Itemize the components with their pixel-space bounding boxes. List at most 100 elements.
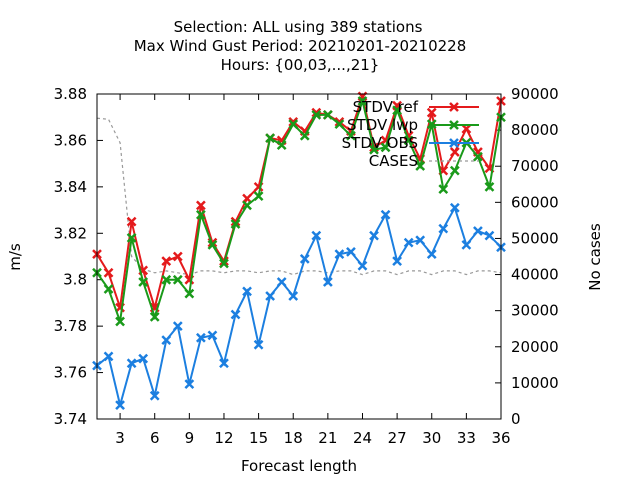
- legend-label: STDV ref: [353, 98, 419, 116]
- data-point: [392, 256, 402, 267]
- data-point: [149, 390, 160, 401]
- data-point: [357, 96, 368, 106]
- y2-axis-label: No cases: [586, 223, 604, 291]
- data-point: [172, 251, 183, 262]
- data-point: [426, 249, 437, 260]
- data-point: [392, 105, 402, 116]
- x-tick-label: 27: [388, 429, 407, 447]
- chart-title-line-2: Max Wind Gust Period: 20210201-20210228: [134, 37, 467, 55]
- data-point: [415, 235, 426, 246]
- y-axis-label: m/s: [6, 243, 24, 271]
- data-point: [115, 400, 125, 410]
- data-point: [311, 110, 322, 120]
- series-cases: [96, 117, 502, 276]
- data-point: [484, 181, 495, 192]
- data-point: [253, 339, 264, 350]
- data-point: [219, 358, 229, 369]
- data-point: [357, 260, 368, 271]
- data-point: [346, 246, 356, 257]
- data-point: [369, 144, 379, 155]
- series-line: [96, 205, 502, 406]
- y2-tick-label: 0: [511, 410, 521, 428]
- legend-label: STDV OBS: [342, 134, 418, 152]
- data-point: [172, 321, 183, 332]
- x-tick-label: 18: [284, 429, 303, 447]
- data-point: [276, 277, 287, 287]
- legend-label: STDV lwp: [347, 116, 418, 134]
- plot-frame: [96, 93, 502, 420]
- data-point: [380, 209, 391, 220]
- series-line: [96, 117, 502, 276]
- x-tick-label: 36: [491, 429, 510, 447]
- x-tick-label: 33: [457, 429, 476, 447]
- chart-title-line-3: Hours: {00,03,...,21}: [221, 56, 380, 74]
- data-point: [473, 226, 483, 236]
- legend-entry: STDV OBS: [342, 134, 479, 152]
- data-point: [196, 332, 206, 343]
- series-stdv-obs: [92, 202, 506, 410]
- data-point: [369, 230, 379, 241]
- data-point: [322, 110, 333, 120]
- data-point: [334, 119, 345, 130]
- y-tick-label: 3.82: [54, 224, 87, 242]
- data-point: [126, 216, 137, 227]
- legend-entry: STDV lwp: [347, 116, 479, 134]
- data-point: [438, 184, 449, 195]
- data-point: [438, 223, 449, 234]
- y2-tick-label: 20000: [511, 338, 559, 356]
- data-point: [184, 379, 195, 390]
- data-point: [299, 130, 310, 141]
- y-tick-label: 3.88: [54, 85, 87, 103]
- data-point: [253, 191, 264, 202]
- data-point: [334, 116, 345, 127]
- data-point: [103, 284, 114, 294]
- data-point: [196, 200, 206, 211]
- y2-tick-label: 70000: [511, 157, 559, 175]
- data-point: [103, 351, 114, 362]
- data-point: [138, 353, 149, 364]
- data-point: [380, 142, 391, 153]
- data-point: [311, 230, 322, 241]
- x-tick-label: 9: [185, 429, 195, 447]
- data-point: [126, 358, 137, 369]
- data-point: [242, 200, 252, 211]
- data-point: [461, 240, 472, 250]
- data-point: [103, 267, 114, 278]
- y2-tick-label: 10000: [511, 374, 559, 392]
- data-point: [161, 274, 172, 285]
- data-point: [403, 135, 414, 146]
- data-point: [403, 237, 414, 248]
- data-point: [346, 130, 356, 141]
- data-point: [242, 286, 252, 297]
- data-point: [230, 309, 241, 320]
- x-tick-label: 30: [422, 429, 441, 447]
- y2-tick-label: 50000: [511, 229, 559, 247]
- chart-title-line-1: Selection: ALL using 389 stations: [174, 18, 423, 36]
- data-point: [161, 335, 172, 345]
- y2-tick-label: 80000: [511, 121, 559, 139]
- data-point: [322, 277, 333, 287]
- y-tick-label: 3.74: [54, 410, 87, 428]
- y-tick-label: 3.78: [54, 317, 87, 335]
- data-point: [276, 140, 287, 150]
- data-point: [172, 274, 183, 285]
- data-point: [288, 291, 299, 301]
- x-tick-label: 3: [115, 429, 125, 447]
- data-point: [207, 330, 218, 341]
- data-point: [219, 258, 229, 269]
- y-tick-label: 3.76: [54, 364, 87, 382]
- y2-tick-label: 60000: [511, 193, 559, 211]
- data-point: [288, 119, 299, 130]
- data-point: [449, 165, 460, 176]
- data-point: [288, 116, 299, 127]
- y-tick-label: 3.84: [54, 178, 87, 196]
- x-tick-label: 21: [318, 429, 337, 447]
- legend-entry: STDV ref: [353, 98, 479, 116]
- data-point: [161, 256, 172, 267]
- x-axis-label: Forecast length: [241, 457, 357, 475]
- data-point: [461, 123, 472, 134]
- x-tick-label: 15: [249, 429, 268, 447]
- data-point: [126, 233, 137, 243]
